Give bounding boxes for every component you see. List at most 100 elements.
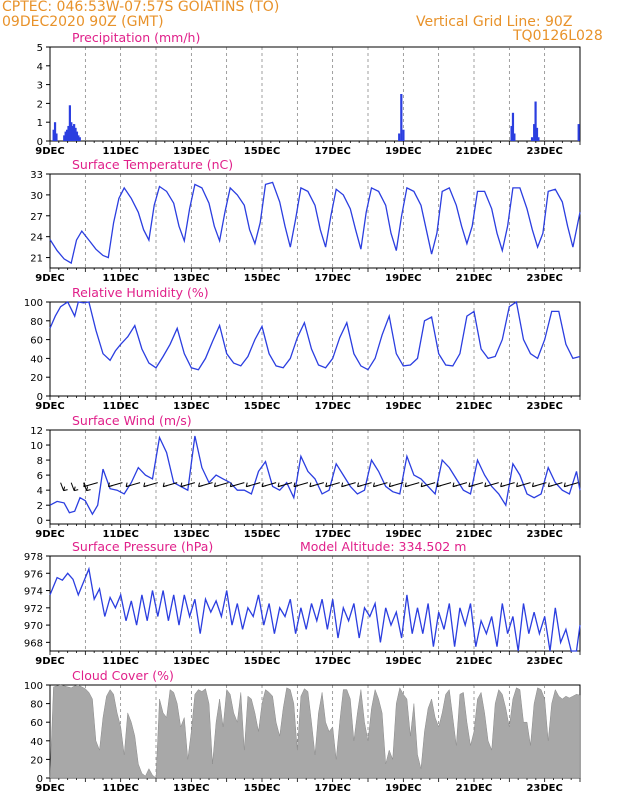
pressure-ytick-label: 974 — [24, 587, 43, 598]
wind-arrow-head — [516, 482, 519, 487]
wind-arrow-head — [214, 485, 219, 488]
wind-arrow-head — [405, 485, 410, 488]
rh-xtick-label: 23DEC — [526, 401, 562, 412]
wind-arrow-head — [548, 485, 553, 488]
wind-arrow-head — [246, 485, 251, 488]
pressure-ytick-label: 976 — [24, 569, 43, 580]
wind-arrow-head — [516, 485, 521, 488]
wind-arrow-head — [341, 482, 344, 487]
wind-arrow-head — [74, 489, 79, 492]
rh-ytick-label: 20 — [30, 373, 43, 384]
pressure-xtick-label: 19DEC — [385, 656, 421, 667]
precip-bar — [511, 112, 515, 141]
temp-ytick-label: 24 — [30, 233, 43, 244]
temp-xtick-label: 13DEC — [173, 273, 209, 284]
precip-bar — [537, 137, 540, 141]
precip-bar — [533, 124, 536, 141]
wind-xtick-label: 13DEC — [173, 529, 209, 540]
pressure-frame — [49, 555, 581, 652]
wind-arrow-head — [389, 485, 394, 488]
precip-ytick-label: 0 — [37, 137, 43, 148]
wind-arrow-head — [125, 482, 128, 487]
cloud-series-area — [49, 684, 581, 779]
wind-xtick-label: 23DEC — [526, 529, 562, 540]
wind-arrow-head — [357, 482, 360, 487]
pressure-title: Surface Pressure (hPa) — [72, 539, 213, 554]
temp-series-line — [49, 181, 581, 265]
precip-bar — [53, 122, 57, 141]
wind-arrow-head — [83, 482, 86, 487]
rh-xtick-label: 19DEC — [385, 401, 421, 412]
wind-arrow — [60, 482, 65, 491]
wind-arrow-head — [500, 485, 505, 488]
wind-arrow-head — [531, 482, 534, 487]
temp-xtick-label: 21DEC — [456, 273, 492, 284]
pressure-annotation: Model Altitude: 334.502 m — [300, 539, 466, 554]
rh-xtick-label: 21DEC — [456, 401, 492, 412]
precip-bar — [73, 124, 76, 141]
wind-arrow-head — [73, 486, 76, 491]
precip-bar — [65, 129, 69, 141]
temp-ytick-label: 21 — [30, 254, 43, 265]
header-date: 09DEC2020 90Z (GMT) — [2, 14, 164, 30]
wind-arrow-head — [357, 485, 362, 488]
wind-xtick-label: 11DEC — [102, 529, 138, 540]
rh-ytick-label: 60 — [30, 336, 43, 347]
cloud-xtick-label: 19DEC — [385, 783, 421, 794]
temp-ytick-label: 30 — [30, 191, 43, 202]
wind-ytick-label: 12 — [30, 426, 43, 437]
rh-xtick-label: 11DEC — [102, 401, 138, 412]
precip-bar — [402, 129, 405, 141]
precip-ytick-label: 4 — [37, 62, 43, 73]
wind-arrow-head — [532, 485, 537, 488]
precip-xtick-label: 13DEC — [173, 146, 209, 157]
precip-xtick-label: 15DEC — [244, 146, 280, 157]
wind-xtick-label: 19DEC — [385, 529, 421, 540]
wind-arrow-head — [563, 482, 566, 487]
wind-arrow-head — [388, 482, 391, 487]
precip-xtick-label: 11DEC — [102, 146, 138, 157]
wind-arrow-head — [372, 482, 375, 487]
precip-bar — [398, 133, 401, 141]
pressure-xtick-label: 23DEC — [526, 656, 562, 667]
wind-arrow-head — [436, 482, 439, 487]
precip-bar — [534, 101, 537, 141]
wind-arrow-head — [261, 482, 264, 487]
wind-arrow — [70, 482, 75, 491]
wind-arrow-head — [484, 485, 489, 488]
wind-xtick-label: 17DEC — [314, 529, 350, 540]
precip-xtick-label: 19DEC — [385, 146, 421, 157]
precip-bar — [510, 125, 513, 141]
wind-arrow-head — [373, 485, 378, 488]
rh-frame — [49, 301, 581, 397]
wind-ytick-label: 8 — [37, 456, 43, 467]
rh-xtick-label: 9DEC — [35, 401, 64, 412]
precip-bar — [55, 133, 58, 141]
temp-xtick-label: 11DEC — [102, 273, 138, 284]
cloud-ytick-label: 60 — [30, 718, 43, 729]
wind-arrow-head — [63, 489, 68, 492]
precip-bar — [78, 137, 81, 141]
cloud-title: Cloud Cover (%) — [72, 668, 174, 683]
rh-ytick-label: 40 — [30, 354, 43, 365]
wind-arrow-head — [107, 482, 110, 487]
precip-ytick-label: 1 — [37, 118, 43, 129]
wind-arrow-head — [452, 482, 455, 487]
pressure-xtick-label: 15DEC — [244, 656, 280, 667]
rh-ytick-label: 0 — [37, 392, 43, 403]
precip-xtick-label: 17DEC — [314, 146, 350, 157]
wind-frame — [49, 429, 581, 525]
cloud-xtick-label: 13DEC — [173, 783, 209, 794]
precip-frame — [49, 46, 581, 142]
wind-arrow-head — [500, 482, 503, 487]
wind-arrow-head — [341, 485, 346, 488]
precip-bar — [400, 94, 403, 141]
temp-frame — [49, 173, 581, 269]
wind-arrow-head — [564, 485, 569, 488]
precip-ytick-label: 3 — [37, 81, 43, 92]
pressure-ytick-label: 968 — [24, 638, 43, 649]
wind-arrow-head — [108, 485, 113, 488]
wind-arrow-head — [163, 485, 168, 488]
temp-xtick-label: 23DEC — [526, 273, 562, 284]
precip-bar — [535, 127, 539, 141]
